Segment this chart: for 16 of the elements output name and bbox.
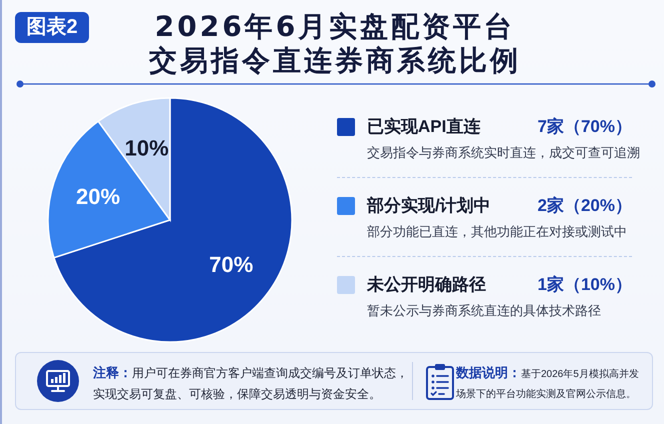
chart-title: 2026年6月实盘配资平台交易指令直连券商系统比例: [149, 10, 521, 77]
data-label: 70%: [209, 252, 254, 277]
slice-label: 已实现API直连: [367, 117, 480, 136]
text: 2家（20%）: [538, 196, 632, 215]
data-label: 10%: [124, 136, 169, 161]
legend-label: 未公开明确路径: [367, 275, 486, 294]
text: 交易指令与券商系统实时直连，成交可查可追溯: [367, 145, 640, 160]
text: 部分功能已直连，其他功能正在对接或测试中: [367, 224, 627, 239]
legend-label: 部分实现/计划中: [367, 196, 491, 215]
data-label: 20%: [76, 184, 120, 210]
text: 数据说明：: [456, 365, 521, 380]
badge: 图表2: [15, 12, 89, 43]
text: 1家（10%）: [538, 275, 632, 294]
text: 注释：: [93, 365, 132, 380]
text: 7家（70%）: [538, 117, 632, 136]
text: 暂未公示与券商系统直连的具体技术路径: [367, 303, 601, 318]
